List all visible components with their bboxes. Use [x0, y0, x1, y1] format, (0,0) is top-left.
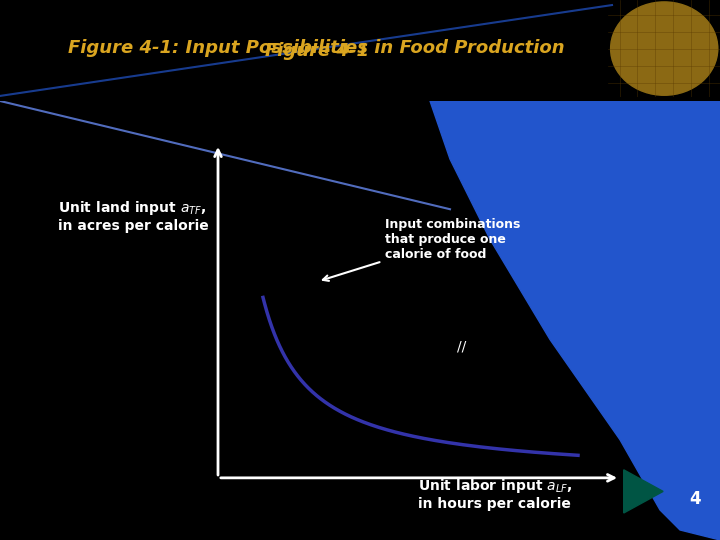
- Text: //: //: [457, 340, 467, 354]
- Ellipse shape: [647, 12, 703, 66]
- Text: Figure 4-1: Input Possibilities in Food Production: Figure 4-1: Input Possibilities in Food …: [68, 42, 565, 60]
- Text: Input combinations
that produce one
calorie of food: Input combinations that produce one calo…: [323, 218, 521, 281]
- Polygon shape: [430, 101, 720, 540]
- Text: Unit labor input $a_{LF}$,
in hours per calorie: Unit labor input $a_{LF}$, in hours per …: [418, 477, 572, 511]
- Text: Figure 4-1: Input Possibilities in Food Production: Figure 4-1: Input Possibilities in Food …: [68, 39, 565, 57]
- Text: Unit land input $a_{TF}$,
in acres per calorie: Unit land input $a_{TF}$, in acres per c…: [58, 199, 208, 233]
- Text: 4: 4: [689, 490, 701, 509]
- Polygon shape: [624, 470, 663, 513]
- Text: Figure 4-1: Figure 4-1: [265, 42, 369, 60]
- Circle shape: [611, 2, 718, 95]
- Circle shape: [611, 2, 718, 95]
- Ellipse shape: [631, 53, 653, 83]
